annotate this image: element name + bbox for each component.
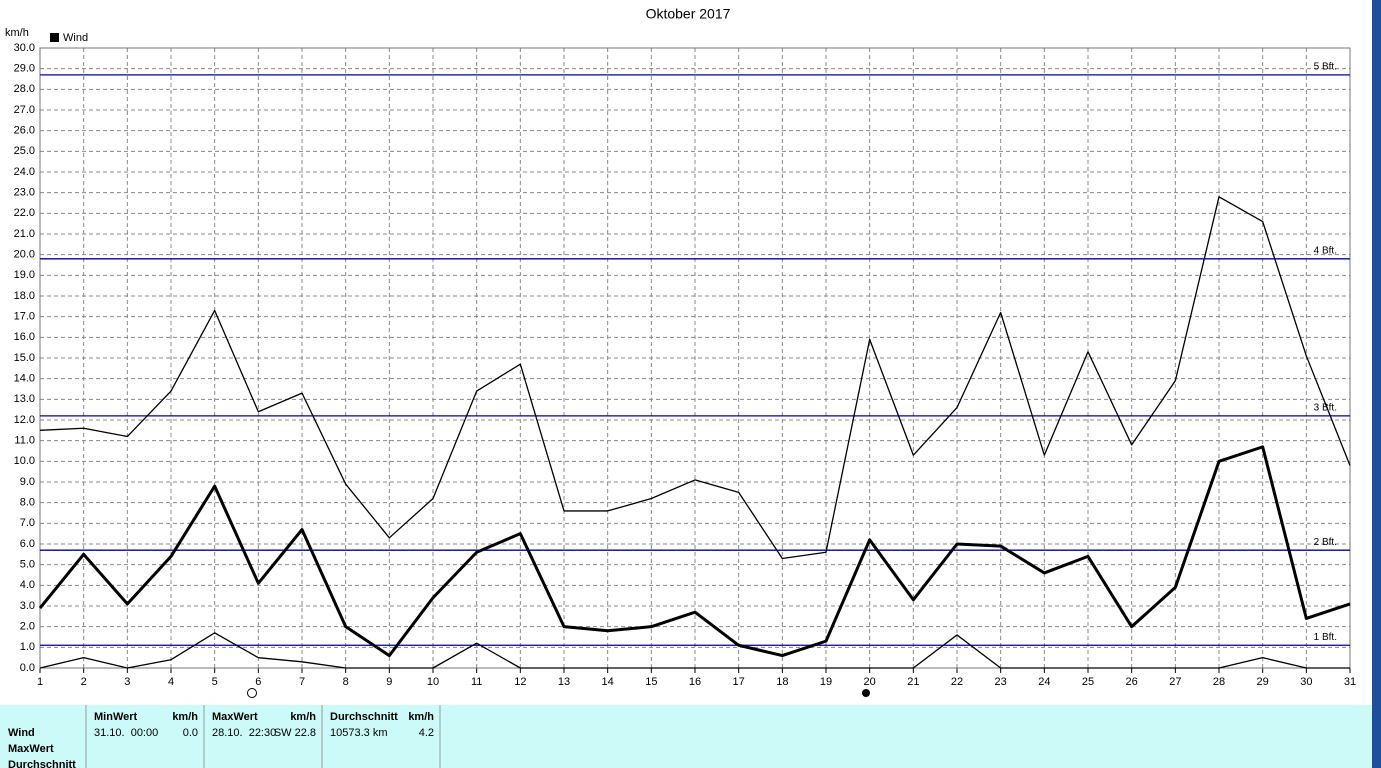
cell: SW 22.8	[274, 727, 316, 739]
y-tick-label: 28.0	[14, 83, 35, 95]
x-tick-label: 14	[602, 676, 614, 688]
y-tick-label: 12.0	[14, 414, 35, 426]
table-bg	[0, 705, 1372, 768]
y-tick-label: 19.0	[14, 269, 35, 281]
reference-label: 5 Bft.	[1314, 62, 1337, 73]
y-tick-label: 16.0	[14, 331, 35, 343]
col-header: Durchschnitt	[330, 711, 398, 723]
x-tick-label: 6	[255, 676, 261, 688]
y-tick-label: 2.0	[20, 621, 35, 633]
y-tick-label: 23.0	[14, 187, 35, 199]
y-tick-label: 18.0	[14, 290, 35, 302]
x-tick-label: 13	[558, 676, 570, 688]
y-tick-label: 6.0	[20, 538, 35, 550]
y-tick-label: 3.0	[20, 600, 35, 612]
x-tick-label: 20	[864, 676, 876, 688]
chart-title: Oktober 2017	[646, 6, 731, 22]
moon-new	[862, 689, 870, 697]
y-tick-label: 0.0	[20, 662, 35, 674]
y-tick-label: 11.0	[14, 435, 35, 447]
x-tick-label: 9	[386, 676, 392, 688]
y-tick-label: 4.0	[20, 579, 35, 591]
x-tick-label: 24	[1038, 676, 1050, 688]
x-tick-label: 30	[1300, 676, 1312, 688]
x-tick-label: 21	[907, 676, 919, 688]
y-tick-label: 21.0	[14, 228, 35, 240]
y-tick-label: 27.0	[14, 104, 35, 116]
y-tick-label: 26.0	[14, 125, 35, 137]
x-tick-label: 29	[1257, 676, 1269, 688]
y-tick-label: 1.0	[20, 641, 35, 653]
y-tick-label: 7.0	[20, 517, 35, 529]
window-edge	[1372, 0, 1381, 768]
x-tick-label: 12	[514, 676, 526, 688]
y-tick-label: 13.0	[14, 393, 35, 405]
y-tick-label: 25.0	[14, 145, 35, 157]
reference-label: 2 Bft.	[1314, 537, 1337, 548]
y-tick-label: 10.0	[14, 455, 35, 467]
y-tick-label: 30.0	[14, 42, 35, 54]
col-unit: km/h	[172, 711, 198, 723]
x-tick-label: 7	[299, 676, 305, 688]
series-line	[39, 196, 1351, 560]
y-tick-label: 9.0	[20, 476, 35, 488]
x-tick-label: 26	[1126, 676, 1138, 688]
y-tick-label: 20.0	[14, 249, 35, 261]
legend-label: Wind	[63, 32, 88, 44]
x-tick-label: 4	[168, 676, 174, 688]
cell: 31.10. 00:00	[94, 727, 158, 739]
col-header: MaxWert	[212, 711, 258, 723]
x-tick-label: 23	[995, 676, 1007, 688]
y-tick-label: 15.0	[14, 352, 35, 364]
y-tick-label: 14.0	[14, 373, 35, 385]
table: Wind MaxWert Durchschnitt MinWert km/h 31.10.…	[8, 705, 441, 768]
x-tick-label: 18	[776, 676, 788, 688]
cell: 4.2	[419, 727, 434, 739]
x-tick-label: 2	[81, 676, 87, 688]
y-tick-label: 29.0	[14, 63, 35, 75]
moon-full	[247, 688, 257, 698]
series-line	[38, 445, 1351, 658]
row-label: Wind	[8, 727, 35, 739]
reference-label: 1 Bft.	[1314, 632, 1337, 643]
row-label: MaxWert	[8, 743, 54, 755]
x-tick-label: 16	[689, 676, 701, 688]
row-label: Durchschnitt	[8, 759, 76, 768]
legend-swatch	[50, 33, 59, 42]
plot: 0.01.02.03.04.05.06.07.08.09.010.011.012…	[14, 42, 1357, 688]
x-tick-label: 8	[343, 676, 349, 688]
x-tick-label: 11	[471, 676, 482, 688]
x-tick-label: 1	[37, 676, 43, 688]
cell: 10573.3 km	[330, 727, 387, 739]
x-tick-label: 25	[1082, 676, 1094, 688]
y-tick-label: 8.0	[20, 497, 35, 509]
col-header: MinWert	[94, 711, 138, 723]
x-tick-label: 17	[733, 676, 745, 688]
x-tick-label: 28	[1213, 676, 1225, 688]
x-tick-label: 15	[645, 676, 657, 688]
reference-label: 4 Bft.	[1314, 245, 1337, 256]
y-tick-label: 17.0	[14, 311, 35, 323]
col-unit: km/h	[408, 711, 434, 723]
reference-label: 3 Bft.	[1314, 403, 1337, 414]
x-tick-label: 31	[1344, 676, 1356, 688]
x-tick-label: 19	[820, 676, 832, 688]
y-tick-label: 22.0	[14, 207, 35, 219]
col-unit: km/h	[290, 711, 316, 723]
x-tick-label: 27	[1169, 676, 1181, 688]
y-unit: km/h	[5, 27, 29, 39]
x-tick-label: 22	[951, 676, 963, 688]
cell: 0.0	[183, 727, 198, 739]
x-tick-label: 10	[427, 676, 439, 688]
x-tick-label: 3	[124, 676, 130, 688]
y-tick-label: 5.0	[20, 559, 35, 571]
cell: 28.10. 22:30	[212, 727, 276, 739]
y-tick-label: 24.0	[14, 166, 35, 178]
series-line	[39, 632, 1350, 669]
x-tick-label: 5	[212, 676, 218, 688]
